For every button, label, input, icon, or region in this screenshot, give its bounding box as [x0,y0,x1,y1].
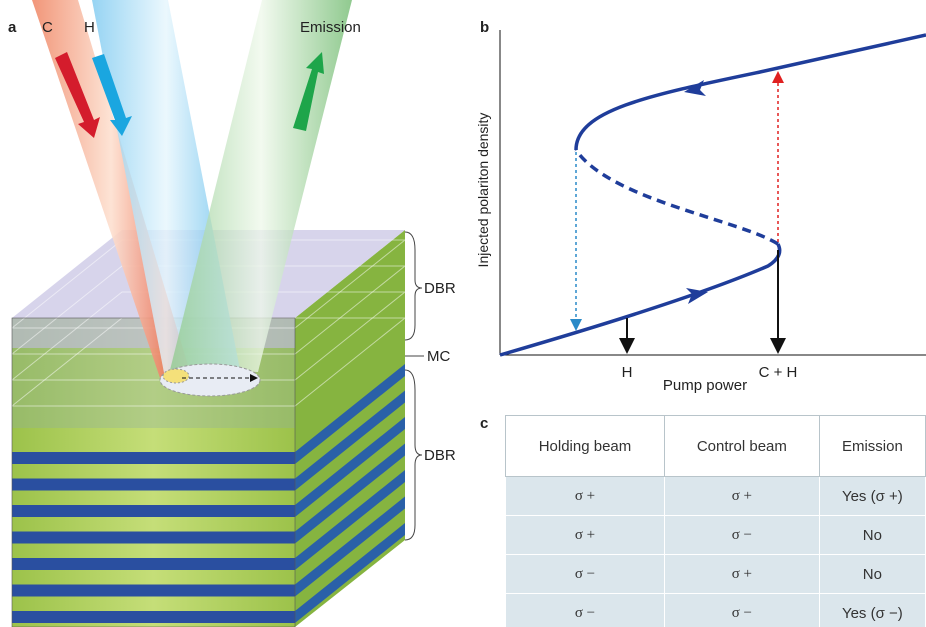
beam-label: Emission [300,19,361,36]
table-cell: No [819,555,925,594]
layer-label: DBR [424,447,456,464]
figure: a C H Emission DBR MC DBR b Injected pol… [0,0,926,627]
table-cell: No [819,516,925,555]
unstable-branch [576,150,778,244]
beam-label: C [42,19,53,36]
table-row: σ +σ +Yes (σ +) [506,477,926,516]
table-cell: σ − [664,516,819,555]
table-cell: σ + [506,516,665,555]
spot-small [163,369,189,383]
lower-branch [500,244,780,355]
table-cell: σ + [664,477,819,516]
panel-label: c [480,415,488,432]
brace [405,370,422,540]
layer-stripe [12,558,295,570]
table-row: σ +σ −No [506,516,926,555]
table-row: σ −σ −Yes (σ −) [506,594,926,627]
panel-label: b [480,19,489,36]
x-tick-label: C + H [759,364,798,381]
header-cell: Emission [819,416,925,477]
layer-stripe [12,611,295,623]
table-cell: Yes (σ +) [819,477,925,516]
table-cell: σ − [664,594,819,627]
layer-stripe [12,505,295,517]
table-cell: σ + [664,555,819,594]
table-cell: σ − [506,594,665,627]
header-cell: Holding beam [506,416,665,477]
table-cell: σ + [506,477,665,516]
upper-branch [576,35,926,150]
layer-stripe [12,585,295,597]
layer-stripe [12,479,295,491]
table-row: σ −σ +No [506,555,926,594]
layer-label: DBR [424,280,456,297]
layer-stripe [12,532,295,544]
header-cell: Control beam [664,416,819,477]
table-cell: Yes (σ −) [819,594,925,627]
x-axis-label: Pump power [663,377,747,394]
y-axis-label: Injected polariton density [475,113,491,268]
layer-stripe [12,452,295,464]
table-cell: σ − [506,555,665,594]
layer-label: MC [427,348,450,365]
brace [405,232,422,340]
panel-label: a [8,19,17,36]
beam-label: H [84,19,95,36]
x-tick-label: H [622,364,633,381]
